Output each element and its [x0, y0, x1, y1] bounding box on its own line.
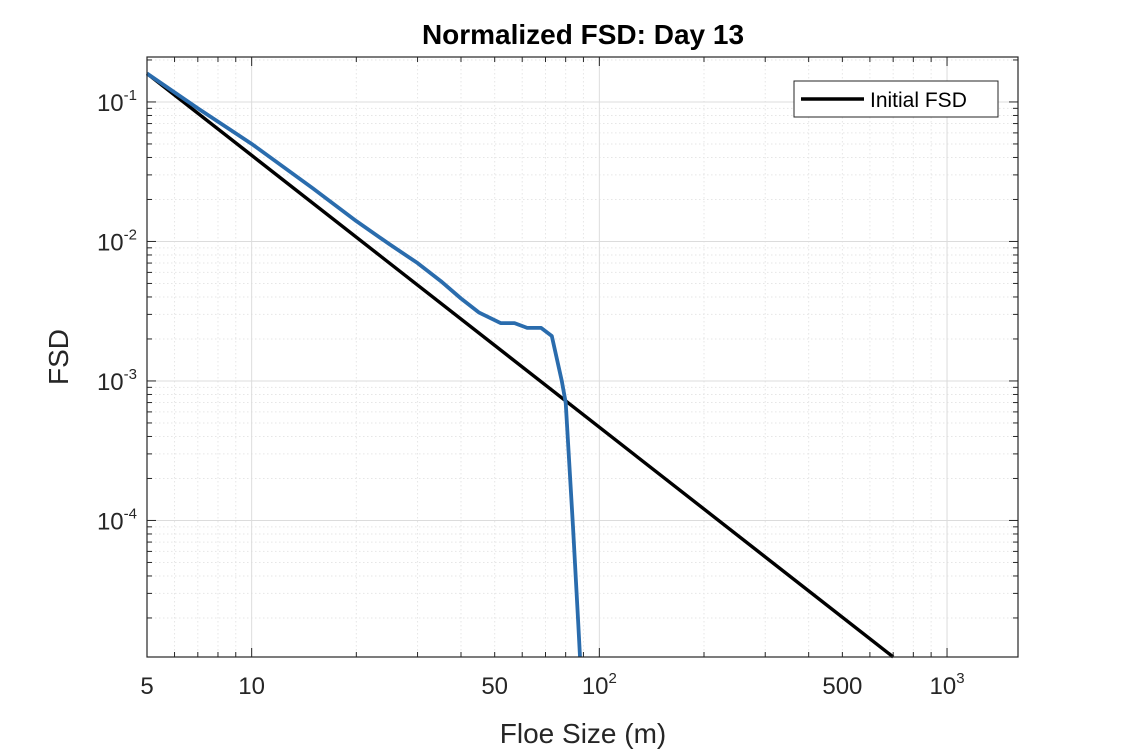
series-layer: [145, 71, 895, 659]
y-tick-label: 10-2: [97, 226, 137, 256]
y-axis-label: FSD: [43, 329, 74, 385]
tick-marks: [146, 57, 1018, 657]
chart-title: Normalized FSD: Day 13: [422, 19, 744, 50]
y-tick-label: 10-1: [97, 87, 137, 117]
x-tick-label: 103: [930, 670, 965, 700]
initial-fsd-line: [145, 72, 895, 659]
x-tick-label: 10: [238, 673, 265, 700]
legend: Initial FSD: [793, 80, 999, 118]
x-tick-labels: 5 10 50 102 500 103: [140, 670, 964, 700]
day13-fsd-line: [145, 71, 582, 658]
x-tick-label: 50: [481, 673, 508, 700]
legend-label-initial-fsd: Initial FSD: [870, 89, 967, 112]
x-tick-label: 5: [140, 673, 153, 700]
plot-frame: [146, 56, 1019, 658]
major-grid: [147, 57, 1018, 657]
x-tick-label: 102: [582, 670, 617, 700]
x-axis-label: Floe Size (m): [500, 718, 666, 749]
y-tick-label: 10-4: [97, 505, 137, 535]
minor-grid: [146, 57, 1018, 657]
y-tick-labels: 10-1 10-2 10-3 10-4: [97, 87, 137, 536]
x-tick-label: 500: [822, 673, 862, 700]
y-tick-label: 10-3: [97, 366, 137, 396]
